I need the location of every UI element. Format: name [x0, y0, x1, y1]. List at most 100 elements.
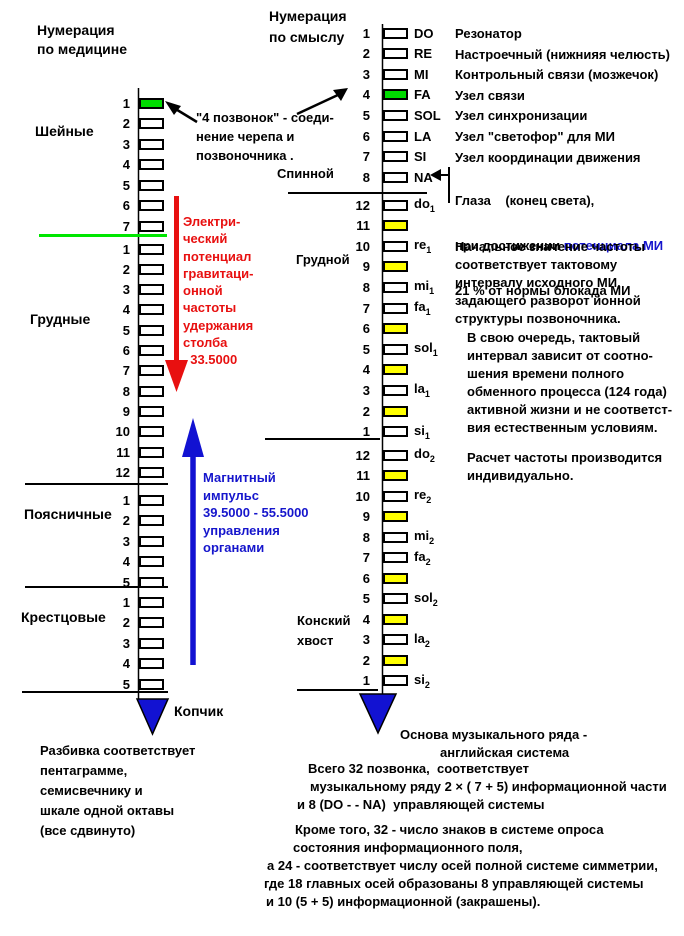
potential-mi-highlight: потенциала МИ: [563, 238, 664, 253]
text-line: пентаграмме,: [40, 763, 128, 778]
text-line: активной жизни и не соответст-: [467, 402, 673, 417]
vertebra-box: [383, 552, 408, 563]
vertebra-box: [139, 365, 164, 377]
vertebra-row: 4: [350, 362, 408, 377]
vertebra-box: [383, 490, 408, 502]
vertebra-number: 1: [122, 241, 130, 257]
fa-pointer-arrow-head: [333, 88, 348, 101]
note-label: re2: [414, 487, 432, 505]
vertebra-row: 1: [104, 492, 164, 508]
vertebra-row: 4: [104, 157, 164, 172]
text-line: Конский: [297, 613, 351, 628]
vertebra-number: 1: [122, 492, 130, 508]
vertebra-row: 2: [104, 513, 164, 528]
vertebra-number: 5: [362, 341, 370, 357]
vertebra-box: [139, 97, 164, 109]
vertebra-number: 6: [362, 321, 370, 337]
text-line: В свою очередь, тактовый: [467, 330, 641, 345]
vertebra-box: [139, 304, 164, 316]
vertebra-box: [139, 179, 164, 191]
vertebra-box: [383, 281, 408, 293]
vertebra-row: 2: [350, 403, 408, 419]
text-line: структуры позвоночника.: [455, 311, 621, 326]
vertebra-box: [139, 243, 164, 255]
text-line: обменного процесса (124 года): [467, 384, 667, 399]
vertebra-row: 6: [104, 198, 164, 213]
text-line: Основа музыкального ряда -: [400, 727, 588, 742]
vertebra-number: 4: [122, 302, 130, 318]
right-column-header: Нумерация по смыслу: [269, 6, 347, 48]
vertebra-row: 6: [350, 321, 408, 337]
vertebra-number: 4: [362, 87, 370, 103]
text-line: (все сдвинуто): [40, 823, 136, 838]
vertebra-row: 10 re2: [350, 487, 432, 505]
text-line: по смыслу: [269, 29, 345, 45]
section-label-cervical: Шейные: [35, 123, 94, 139]
text-line: удержания: [183, 317, 254, 333]
vertebra-box: [383, 634, 408, 645]
vertebra-number: 3: [362, 382, 370, 398]
vertebra-row: 7 fa2: [350, 548, 431, 567]
vertebra-box: [383, 48, 408, 60]
vertebra-description: Узел координации движения: [455, 149, 641, 165]
vertebra-row: 12: [104, 465, 164, 480]
vertebra-row: 3: [104, 137, 164, 152]
note-label: do1: [414, 196, 435, 214]
vertebra-box: [383, 27, 408, 39]
vertebra-box: [383, 364, 408, 376]
vertebra-number: 3: [362, 66, 370, 82]
na-eyes-note-line3: 21 % от нормы блокада МИ: [455, 283, 631, 298]
vertebra-description: Узел синхронизации: [455, 108, 588, 124]
vertebra-row: 8: [104, 384, 164, 399]
vertebra-row: 5 sol1: [350, 340, 438, 358]
cauda-triangle: [358, 693, 398, 735]
note-label: FA: [414, 87, 431, 103]
vertebra-row: 2 RE Настроечный (нижнияя челюсть): [350, 46, 670, 62]
vertebra-number: 10: [355, 238, 370, 254]
vertebra-number: 5: [122, 322, 130, 338]
vertebra-number: 1: [122, 594, 130, 610]
vertebra-row: 3: [104, 636, 164, 651]
text-line: 39.5000 - 55.5000: [203, 505, 309, 520]
text-line: английская система: [440, 745, 570, 760]
vertebra-box: [383, 613, 408, 625]
vertebra-row: 6 LA Узел "светофор" для МИ: [350, 129, 615, 145]
text-line: и 8 (DO - - NA) управляющей системы: [297, 797, 545, 812]
note-label: fa2: [414, 548, 431, 567]
vertebra-number: 4: [362, 611, 370, 627]
vertebra-row: 11: [104, 445, 164, 460]
vertebra-box: [383, 220, 408, 232]
text-line: шкале одной октавы: [40, 803, 175, 818]
note-label: si1: [414, 422, 430, 441]
vertebra-box: [139, 535, 164, 547]
fa-pointer-arrow-shaft: [296, 92, 341, 116]
vertebra-number: 12: [355, 447, 370, 463]
vertebra-box: [383, 109, 408, 121]
note-label: fa1: [414, 299, 431, 317]
text-line: Кроме того, 32 - число знаков в системе …: [295, 822, 604, 837]
text-line: онной: [183, 283, 223, 299]
musical-base-note: Основа музыкального ряда - английская сис…: [400, 726, 587, 762]
vertebra-row: 3: [104, 534, 164, 549]
text-line: задающего разворот йонной: [455, 293, 641, 308]
vertebra-number: 8: [362, 529, 370, 545]
text-line: позвоночника .: [196, 148, 294, 163]
note-label: mi2: [414, 528, 435, 546]
text-line: "4 позвонок" - соеди-: [196, 110, 334, 125]
text-line: Всего 32 позвонка, соответствует: [308, 761, 529, 776]
vertebra-number: 11: [356, 468, 370, 483]
text-line: музыкальному ряду 2 × ( 7 + 5) информаци…: [310, 779, 667, 794]
vertebra-box: [139, 324, 164, 336]
vertebra-row: 2: [350, 653, 408, 668]
vertebra-row: 7: [104, 219, 164, 234]
vertebra-row: 4 FA Узел связи: [350, 87, 525, 103]
vertebra-number: 2: [362, 403, 370, 419]
total-vertebrae-note: Всего 32 позвонка, соответствует музыкаль…: [297, 760, 667, 814]
vertebra-number: 10: [115, 424, 130, 440]
vertebra-number: 2: [122, 261, 130, 277]
vertebra-number: 9: [362, 259, 370, 275]
vertebra-box: [139, 405, 164, 417]
vertebra-box: [139, 220, 164, 232]
na-eyes-note-line2: при достижении потенциала МИ: [455, 238, 664, 253]
vertebra-row: 1: [104, 241, 164, 257]
